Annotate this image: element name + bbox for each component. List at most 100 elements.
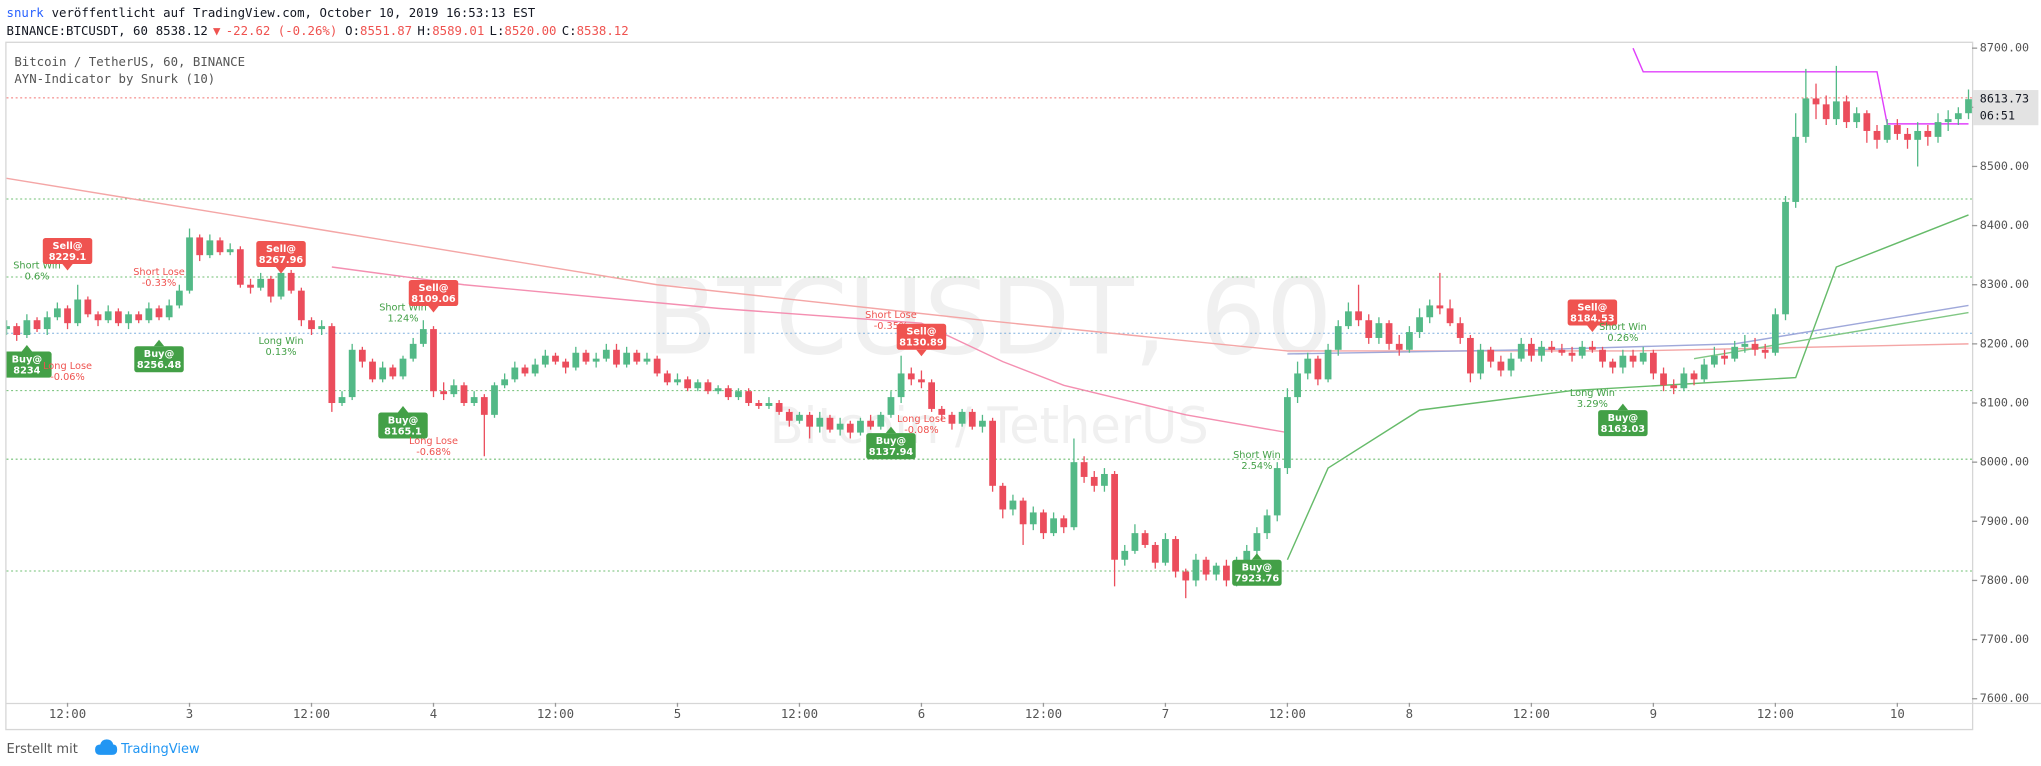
signal-label: Short Win [13,260,61,271]
h: 8589.01 [432,24,484,38]
candle-body [491,385,498,415]
candle-body [694,382,702,389]
candle-body [938,408,946,415]
signal-label: Sell@ [266,244,296,255]
candle-body [1588,346,1596,350]
candle-body [592,358,600,362]
candle-body [1477,349,1484,374]
signal-label: 8130.89 [899,338,944,349]
candle-body [348,349,356,398]
signal-label: -0.35% [874,321,909,332]
signal-label: Buy@ [876,436,907,447]
candle-body [1965,99,1972,114]
candle-body [297,290,305,321]
candle-body [633,352,641,362]
candle-body [1639,352,1647,362]
candle-body [846,423,854,433]
signal-label: 3.29% [1577,399,1608,410]
signal-label: -0.33% [142,278,177,289]
candle-body [1680,373,1688,389]
candle-body [1538,346,1545,356]
candle-body [1934,122,1942,137]
candle-body [1954,113,1962,120]
axes: 8700.008600.008500.008400.008300.008200.… [49,41,2039,721]
candle-body [470,397,478,404]
candle-body [1273,468,1281,516]
footer-text: Erstellt mit [7,742,78,757]
logo [95,739,118,755]
candle-body [84,299,92,315]
candle-body [43,317,51,330]
candle-body [318,326,326,330]
candle-body [1812,98,1820,105]
x-tick-label: 8 [1406,707,1413,721]
signal-label: Buy@ [388,415,419,426]
candle-body [1700,364,1708,380]
candle-body [6,326,10,330]
candle-body [1944,119,1952,123]
candle-body [358,349,366,362]
candle-body [623,352,631,365]
signal-box [1232,559,1282,586]
candle-body [1558,349,1566,353]
indicator-line [1632,47,1969,125]
chart-title: Bitcoin / TetherUS, 60, BINANCE [14,55,245,69]
signal-box [256,240,306,267]
candle-body [33,320,41,330]
y-tick-label: 8200.00 [1980,336,2029,350]
signal-label: 0.26% [1607,333,1638,344]
signal-box [134,346,184,373]
signal-label: 8109.06 [411,294,456,305]
symbol: BINANCE:BTCUSDT, 60 [7,24,148,38]
signal-label: Sell@ [418,283,448,294]
candle-body [409,343,417,359]
indicator-name: AYN-Indicator by Snurk (10) [14,72,215,86]
x-tick-label: 6 [918,707,925,721]
candle-body [674,379,681,383]
header-line: snurk veröffentlicht auf TradingView.com,… [7,6,536,20]
signal-label: Long Lose [897,414,946,425]
signal-pointer [1617,403,1629,411]
x-tick-label: 12:00 [1025,707,1062,721]
candle-body [1070,462,1078,528]
x-tick-label: 12:00 [1269,707,1306,721]
candle-body [602,349,610,359]
candle-body [1578,346,1586,356]
candle-body [928,382,935,409]
candle-body [1009,500,1017,510]
candle-body [308,320,315,330]
candle-body [1243,550,1251,563]
signal-box [408,279,459,307]
candle-body [1893,125,1901,134]
candle-body [1182,571,1190,581]
signal-label: Long Win [259,336,304,347]
candle-body [419,329,427,344]
signal-label: Sell@ [906,327,936,338]
candle-body [1192,559,1200,581]
candle-body [389,367,397,377]
indicator-line [1286,214,1969,561]
candle-body [724,388,732,398]
signal-label: 8184.53 [1570,313,1615,324]
signal-label: Buy@ [1242,563,1273,574]
candle-body [1527,343,1535,356]
signal-label: -0.68% [416,447,451,458]
candle-body [236,249,244,285]
candle-body [1670,385,1678,389]
candle-body [1863,113,1871,131]
candle-body [541,355,549,365]
candle-body [328,326,336,404]
x-tick-label: 9 [1650,707,1657,721]
signal-label: Long Win [1570,388,1615,399]
y-tick-label: 7900.00 [1980,514,2029,528]
candle-body [1111,473,1118,560]
signal-box [1567,299,1618,326]
candle-body [653,358,661,374]
candle-body [1324,349,1332,380]
x-tick-label: 7 [1162,707,1169,721]
candle-body [1832,101,1840,120]
candle-body [857,420,864,433]
x-tick-label: 12:00 [293,707,330,721]
y-tick-label: 7600.00 [1980,691,2029,705]
candle-body [1284,397,1291,469]
